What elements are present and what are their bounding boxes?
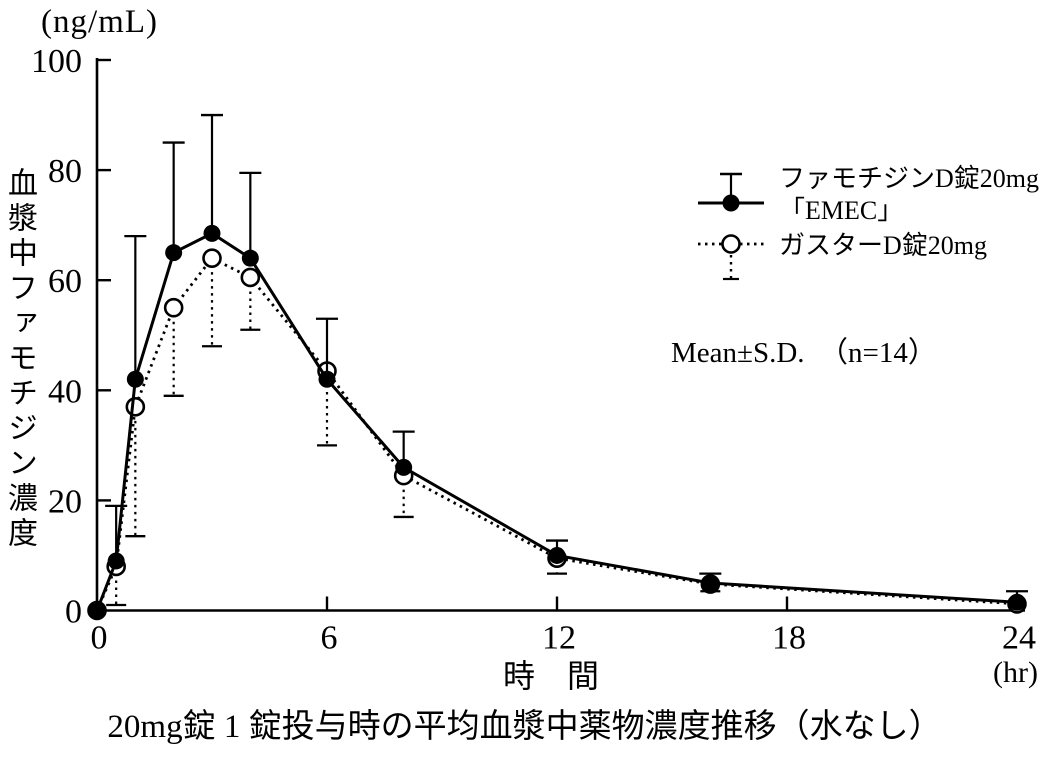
marker-filled-circle (165, 244, 183, 262)
x-tick-label: 18 (772, 620, 806, 657)
marker-filled-circle (395, 458, 413, 476)
y-tick-label: 0 (65, 594, 82, 631)
legend-label-line: ガスターD錠20mg (779, 231, 988, 260)
marker-filled-circle (318, 370, 336, 388)
x-tick-label: 6 (321, 620, 338, 657)
legend-label-gaster: ガスターD錠20mg (779, 230, 987, 262)
legend-item-emec: ファモチジンD錠20mg 「EMEC」 (696, 163, 1039, 227)
marker-filled-circle (1008, 593, 1026, 611)
legend-marker-open-circle-icon (698, 234, 764, 281)
marker-open-circle (202, 248, 222, 268)
y-axis-title: 血漿中ファモチジン濃度 (3, 167, 36, 552)
x-tick-label: 12 (542, 620, 576, 657)
marker-open-circle (163, 297, 184, 318)
marker-open-circle (240, 267, 261, 288)
marker-filled-circle (241, 249, 259, 267)
marker-filled-circle (548, 546, 566, 564)
legend-marker-filled-circle-icon (698, 172, 764, 212)
x-axis-unit-label: (hr) (993, 656, 1038, 689)
legend-label-line: 「EMEC」 (779, 196, 904, 225)
y-tick-label: 20 (48, 483, 82, 520)
legend-label-line: ファモチジンD錠20mg (779, 164, 1040, 193)
legend-item-gaster: ガスターD錠20mg (696, 230, 1039, 286)
x-tick-label: 0 (91, 620, 108, 657)
x-axis-title: 時 間 (503, 658, 600, 694)
y-tick-label: 100 (31, 43, 82, 80)
marker-filled-circle (88, 602, 106, 619)
legend-label-emec: ファモチジンD錠20mg 「EMEC」 (779, 163, 1039, 227)
marker-filled-circle (107, 552, 125, 570)
marker-filled-circle (203, 224, 221, 242)
y-tick-label: 60 (48, 263, 82, 300)
marker-filled-circle (701, 574, 719, 592)
y-tick-label: 40 (48, 373, 82, 410)
figure-caption: 20mg錠 1 錠投与時の平均血漿中薬物濃度推移（水なし） (107, 709, 942, 745)
marker-filled-circle (126, 370, 144, 388)
x-tick-label: 24 (1002, 620, 1036, 657)
legend: ファモチジンD錠20mg 「EMEC」 ガスターD錠20mg (696, 163, 1039, 289)
y-axis-unit-label: (ng/mL) (41, 4, 158, 40)
mean-sd-note: Mean±S.D. （n=14） (671, 337, 937, 369)
y-tick-label: 80 (48, 153, 82, 190)
marker-open-circle (125, 397, 146, 417)
